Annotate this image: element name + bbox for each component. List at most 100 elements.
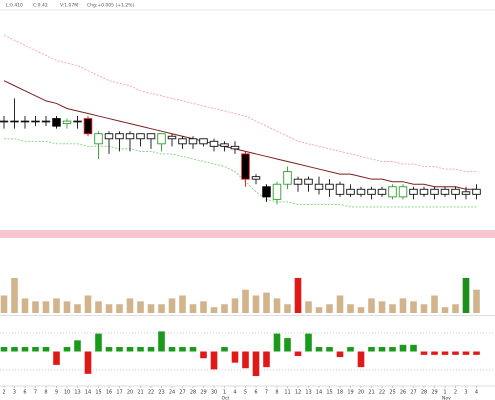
candle-body (356, 188, 366, 195)
candle-body (10, 120, 19, 123)
x-tick-label: 9 (55, 390, 58, 396)
volume-bar (336, 295, 344, 313)
volume-bar (431, 295, 438, 313)
x-tick-label: 3 (464, 390, 467, 396)
candle-body (472, 188, 481, 195)
volume-bar (105, 304, 113, 313)
indicator-bar (210, 351, 218, 370)
indicator-bar (347, 347, 354, 352)
volume-bar (158, 304, 165, 313)
candle-body (272, 183, 282, 200)
volume-bar (420, 304, 428, 313)
x-tick-label: 11 (284, 390, 290, 396)
candle-body (419, 188, 429, 195)
indicator-bar (462, 351, 470, 355)
indicator-bar (294, 351, 302, 356)
volume-bar (221, 304, 228, 313)
candle-body (62, 120, 72, 125)
candle-body (115, 133, 124, 140)
candle-body (230, 145, 240, 150)
x-tick-label: 14 (316, 390, 322, 396)
candle-body (283, 171, 292, 185)
volume-bar (452, 304, 459, 313)
volume-bar (326, 304, 333, 313)
candle-body (262, 186, 271, 198)
volume-bar (410, 301, 417, 313)
indicator-bar (32, 347, 39, 352)
x-tick-label: 23 (158, 390, 164, 396)
candle-body (41, 120, 51, 123)
volume-bar (263, 292, 270, 313)
indicator-bar (147, 347, 155, 352)
volume-bar (0, 295, 8, 313)
candle-body (199, 138, 208, 145)
candle-body (73, 120, 82, 123)
candle-body (0, 120, 9, 123)
volume-bar (441, 307, 449, 313)
indicator-bar (179, 347, 186, 352)
indicator-bar (11, 347, 18, 352)
candle-body (388, 186, 397, 198)
candle-body (335, 183, 345, 195)
indicator-bar (273, 333, 281, 352)
indicator-bar (263, 351, 270, 368)
volume-bar (74, 304, 81, 313)
indicator-bar (95, 333, 102, 352)
x-tick-label: 29 (431, 390, 437, 396)
candle-body (409, 188, 418, 195)
volume-bar (294, 277, 302, 313)
x-tick-label: 1 (223, 390, 226, 396)
x-tick-label: 14 (85, 390, 91, 396)
volume-bar (147, 304, 155, 313)
candle-body (157, 133, 166, 145)
x-tick-label: 10 (64, 390, 70, 396)
volume-bar (200, 301, 207, 313)
x-tick-label: 22 (379, 390, 385, 396)
indicator-bar (116, 347, 123, 352)
candle-body (367, 188, 376, 195)
x-tick-label: 12 (295, 390, 301, 396)
volume-bar (21, 298, 29, 313)
x-tick-label: 18 (337, 390, 343, 396)
volume-bar (473, 289, 480, 313)
candle-body (31, 120, 40, 123)
x-tick-label: 15 (326, 390, 332, 396)
candle-body (220, 143, 229, 147)
indicator-bar (137, 347, 144, 352)
volume-bar (284, 304, 291, 313)
volume-bar (389, 304, 396, 313)
candle-body (241, 153, 250, 180)
volume-bar (126, 298, 134, 313)
candle-body (251, 176, 261, 180)
indicator-bar (336, 351, 344, 358)
volume-bar (63, 301, 71, 313)
indicator-bar (389, 347, 396, 352)
volume-bar (53, 298, 60, 313)
indicator-bar (189, 347, 197, 352)
volume-bar (116, 304, 123, 313)
x-tick-label: 13 (305, 390, 311, 396)
indicator-bar (200, 351, 207, 359)
candle-body (346, 188, 355, 195)
indicator-bar (378, 347, 386, 352)
indicator-bar (357, 351, 365, 368)
x-tick-label: 7 (34, 390, 37, 396)
volume-bar (42, 301, 50, 313)
indicator-bar (326, 347, 333, 352)
header-item: V:1.07M (60, 3, 78, 9)
x-tick-label: 15 (95, 390, 101, 396)
indicator-bar (0, 347, 8, 352)
month-label: Nov (442, 396, 451, 400)
overlay-line (3, 80, 477, 190)
candle-body (398, 186, 408, 198)
candle-body (125, 133, 135, 140)
indicator-bar (221, 347, 228, 352)
volume-bar (189, 304, 197, 313)
header-item: L:0.410 (6, 3, 23, 9)
indicator-bar (441, 351, 449, 355)
candle-body (146, 133, 156, 140)
x-tick-label: 17 (116, 390, 122, 396)
volume-bar (315, 307, 323, 313)
